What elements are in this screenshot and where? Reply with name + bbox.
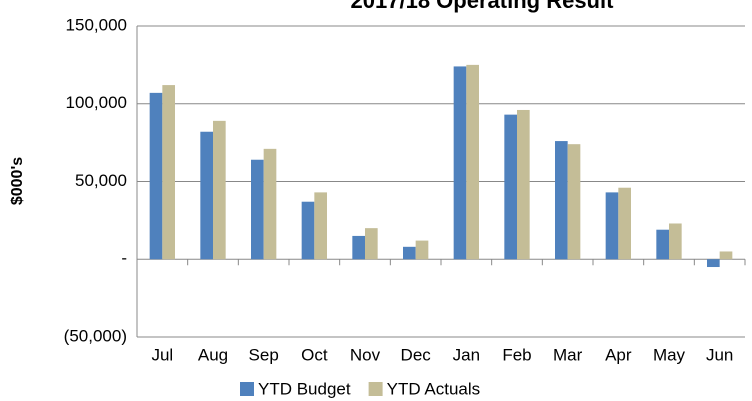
x-tick-label: Jan (453, 345, 480, 364)
bar (200, 131, 213, 260)
x-tick-label: Oct (301, 345, 328, 364)
legend-label: YTD Actuals (387, 379, 481, 398)
bar (618, 187, 631, 260)
x-tick-label: Feb (502, 345, 531, 364)
y-tick-label: 150,000 (66, 15, 127, 34)
y-tick-label: - (121, 249, 127, 268)
legend-swatch (368, 382, 383, 396)
bar (605, 192, 619, 260)
bar (162, 85, 175, 260)
x-tick-label: Mar (553, 345, 583, 364)
bar (403, 246, 416, 260)
bar (466, 64, 479, 260)
x-tick-label: Sep (249, 345, 279, 364)
bar (555, 141, 568, 260)
bar (656, 229, 669, 260)
chart-title: 2017/18 Operating Result (351, 0, 615, 13)
bar (365, 228, 378, 260)
bar (669, 223, 682, 260)
x-tick-label: Dec (401, 345, 432, 364)
bar (213, 120, 226, 260)
x-tick-label: Aug (198, 345, 228, 364)
legend-label: YTD Budget (258, 379, 351, 398)
bar (707, 259, 720, 268)
bar (719, 251, 733, 260)
bar (263, 148, 277, 260)
bar (314, 192, 327, 260)
bar (251, 159, 264, 260)
bar (415, 240, 429, 260)
x-tick-label: May (653, 345, 686, 364)
y-tick-label: (50,000) (64, 326, 127, 345)
bar (453, 66, 467, 260)
x-tick-label: Jul (151, 345, 173, 364)
x-tick-label: Apr (605, 345, 632, 364)
bar (352, 235, 365, 260)
x-tick-label: Nov (350, 345, 381, 364)
bar (504, 114, 517, 260)
x-tick-label: Jun (706, 345, 733, 364)
y-axis-label: $000's (9, 157, 26, 205)
bar (149, 92, 163, 260)
bar (301, 201, 315, 260)
bar (567, 144, 581, 260)
bar (517, 109, 530, 260)
y-tick-label: 50,000 (75, 171, 127, 190)
legend-swatch (240, 382, 254, 396)
y-tick-label: 100,000 (66, 93, 127, 112)
